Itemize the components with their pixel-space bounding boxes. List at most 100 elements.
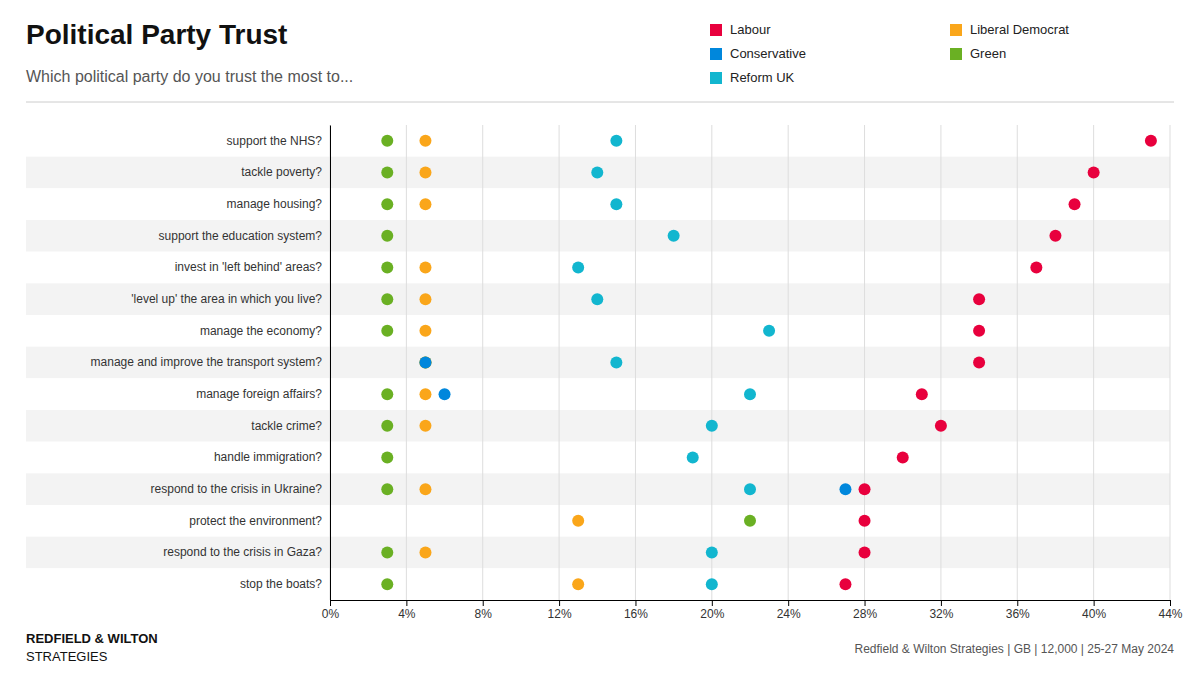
x-tick: 12% bbox=[548, 600, 572, 621]
y-tick: 'level up' the area in which you live? bbox=[131, 292, 322, 306]
dot bbox=[419, 167, 431, 179]
tick-mark bbox=[712, 600, 713, 606]
tick-label: 20% bbox=[700, 607, 724, 621]
tick-label: respond to the crisis in Gaza? bbox=[163, 545, 322, 559]
y-tick: respond to the crisis in Gaza? bbox=[163, 545, 322, 559]
dot bbox=[859, 515, 871, 527]
tick-label: manage housing? bbox=[227, 197, 323, 211]
legend-label: Reform UK bbox=[730, 70, 795, 85]
tick-mark bbox=[406, 600, 407, 606]
tick-label: support the NHS? bbox=[227, 134, 323, 148]
tick-mark bbox=[330, 600, 331, 606]
grid-line bbox=[406, 125, 407, 600]
dot bbox=[1088, 167, 1100, 179]
dot bbox=[419, 420, 431, 432]
dot bbox=[610, 198, 622, 210]
annotation: STRATEGIES bbox=[26, 649, 108, 664]
y-tick: tackle poverty? bbox=[241, 165, 322, 179]
row-background bbox=[26, 378, 1170, 410]
dot bbox=[1049, 230, 1061, 242]
dot bbox=[687, 452, 699, 464]
row-backgrounds bbox=[26, 125, 1170, 600]
dot bbox=[381, 420, 393, 432]
tick-label: 8% bbox=[475, 607, 493, 621]
annotation: Redfield & Wilton Strategies | GB | 12,0… bbox=[854, 642, 1174, 656]
tick-label: 40% bbox=[1082, 607, 1106, 621]
row-background bbox=[26, 220, 1170, 252]
x-tick: 36% bbox=[1006, 600, 1030, 621]
row-background bbox=[26, 347, 1170, 379]
tick-label: 28% bbox=[853, 607, 877, 621]
y-tick: support the education system? bbox=[159, 229, 323, 243]
dot bbox=[381, 135, 393, 147]
tick-mark bbox=[788, 600, 789, 606]
grid-line bbox=[330, 125, 331, 600]
dot bbox=[419, 483, 431, 495]
legend-swatch bbox=[950, 48, 962, 60]
row-background bbox=[26, 125, 1170, 157]
dot bbox=[916, 388, 928, 400]
tick-label: 16% bbox=[624, 607, 648, 621]
dot bbox=[419, 357, 431, 369]
grid-line bbox=[788, 125, 789, 600]
x-tick: 16% bbox=[624, 600, 648, 621]
tick-label: tackle poverty? bbox=[241, 165, 322, 179]
y-tick: handle immigration? bbox=[214, 450, 322, 464]
tick-mark bbox=[559, 600, 560, 606]
tick-label: 36% bbox=[1006, 607, 1030, 621]
legend-label: Conservative bbox=[730, 46, 806, 61]
dot bbox=[973, 293, 985, 305]
legend-item: Green bbox=[950, 46, 1006, 61]
dot bbox=[859, 483, 871, 495]
dot bbox=[419, 135, 431, 147]
tick-label: support the education system? bbox=[159, 229, 323, 243]
legend: LabourConservativeReform UKLiberal Democ… bbox=[710, 22, 1069, 85]
dot bbox=[381, 388, 393, 400]
tick-label: 24% bbox=[777, 607, 801, 621]
axis-line bbox=[330, 126, 331, 601]
dot bbox=[572, 515, 584, 527]
grid-line bbox=[864, 125, 865, 600]
x-axis: 0%4%8%12%16%20%24%28%32%36%40%44% bbox=[322, 600, 1183, 621]
dot bbox=[1069, 198, 1081, 210]
row-background bbox=[26, 157, 1170, 189]
grid-line bbox=[635, 125, 636, 600]
dot bbox=[381, 262, 393, 274]
x-tick: 28% bbox=[853, 600, 877, 621]
legend-swatch bbox=[710, 24, 722, 36]
series bbox=[572, 135, 775, 590]
tick-label: 4% bbox=[398, 607, 416, 621]
legend-label: Green bbox=[970, 46, 1006, 61]
dot bbox=[1030, 262, 1042, 274]
points bbox=[381, 135, 1157, 590]
tick-mark bbox=[483, 600, 484, 606]
row-background bbox=[26, 537, 1170, 569]
dot bbox=[839, 483, 851, 495]
legend-item: Conservative bbox=[710, 46, 806, 61]
tick-label: manage the economy? bbox=[200, 324, 322, 338]
dot bbox=[591, 167, 603, 179]
row-background bbox=[26, 283, 1170, 315]
tick-label: manage foreign affairs? bbox=[196, 387, 322, 401]
x-tick: 20% bbox=[700, 600, 724, 621]
row-background bbox=[26, 442, 1170, 474]
x-tick: 0% bbox=[322, 600, 340, 621]
tick-label: protect the environment? bbox=[189, 514, 322, 528]
legend-swatch bbox=[950, 24, 962, 36]
row-background bbox=[26, 252, 1170, 284]
y-tick: manage housing? bbox=[227, 197, 323, 211]
legend-label: Labour bbox=[730, 22, 771, 37]
dot bbox=[591, 293, 603, 305]
y-tick: manage the economy? bbox=[200, 324, 322, 338]
dot bbox=[763, 325, 775, 337]
dot bbox=[897, 452, 909, 464]
tick-mark bbox=[635, 600, 636, 606]
dot bbox=[381, 325, 393, 337]
row-background bbox=[26, 188, 1170, 220]
grid-line bbox=[559, 125, 560, 600]
dot bbox=[381, 547, 393, 559]
separator bbox=[26, 102, 1174, 103]
legend-item: Reform UK bbox=[710, 70, 795, 85]
dot bbox=[381, 167, 393, 179]
dot bbox=[706, 420, 718, 432]
